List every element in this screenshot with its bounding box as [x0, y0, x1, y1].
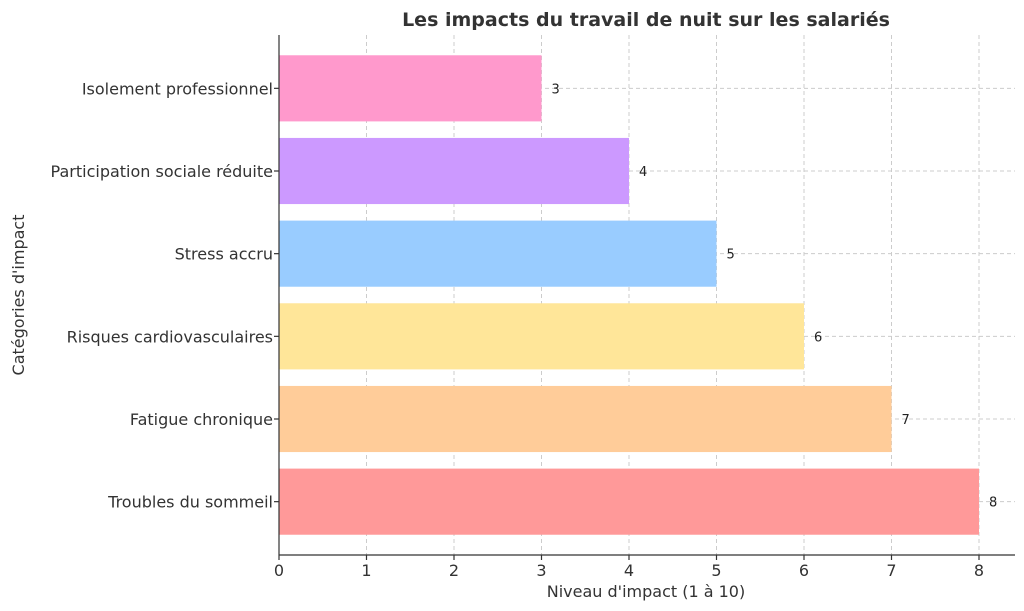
data-label: 5 [727, 248, 735, 263]
y-axis-label: Catégories d'impact [9, 215, 28, 376]
x-tick-label: 7 [886, 561, 896, 580]
x-tick-label: 6 [799, 561, 809, 580]
category-label: Fatigue chronique [130, 410, 273, 429]
x-tick-label: 4 [624, 561, 634, 580]
data-label: 4 [639, 165, 647, 180]
category-labels: Troubles du sommeil Fatigue chronique Risq… [51, 79, 273, 511]
x-tick-label: 3 [536, 561, 546, 580]
bar [279, 220, 717, 287]
category-label: Risques cardiovasculaires [67, 327, 273, 346]
x-tick-label: 2 [449, 561, 459, 580]
data-label: 6 [814, 330, 822, 345]
x-tick-label: 5 [711, 561, 721, 580]
bar [279, 55, 542, 122]
category-label: Stress accru [175, 245, 273, 264]
category-label: Troubles du sommeil [107, 493, 273, 512]
data-label: 7 [902, 413, 910, 428]
x-ticks: 0 1 2 3 4 5 6 7 8 [274, 87, 984, 580]
x-tick-label: 0 [274, 561, 284, 580]
x-tick-label: 1 [361, 561, 371, 580]
data-label: 8 [989, 496, 997, 511]
category-label: Participation sociale réduite [51, 162, 273, 181]
bars [279, 55, 979, 535]
bar [279, 137, 629, 205]
data-labels: 8 7 6 5 4 3 [552, 82, 998, 510]
bar [279, 303, 804, 370]
x-tick-label: 8 [974, 561, 984, 580]
x-axis-label: Niveau d'impact (1 à 10) [547, 582, 745, 601]
bar [279, 468, 979, 535]
bar [279, 385, 892, 453]
chart-title: Les impacts du travail de nuit sur les s… [402, 9, 890, 31]
category-label: Isolement professionnel [82, 79, 273, 98]
data-label: 3 [552, 82, 560, 97]
